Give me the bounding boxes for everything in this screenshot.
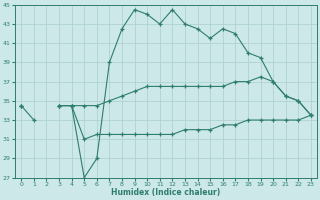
X-axis label: Humidex (Indice chaleur): Humidex (Indice chaleur) [111, 188, 221, 197]
